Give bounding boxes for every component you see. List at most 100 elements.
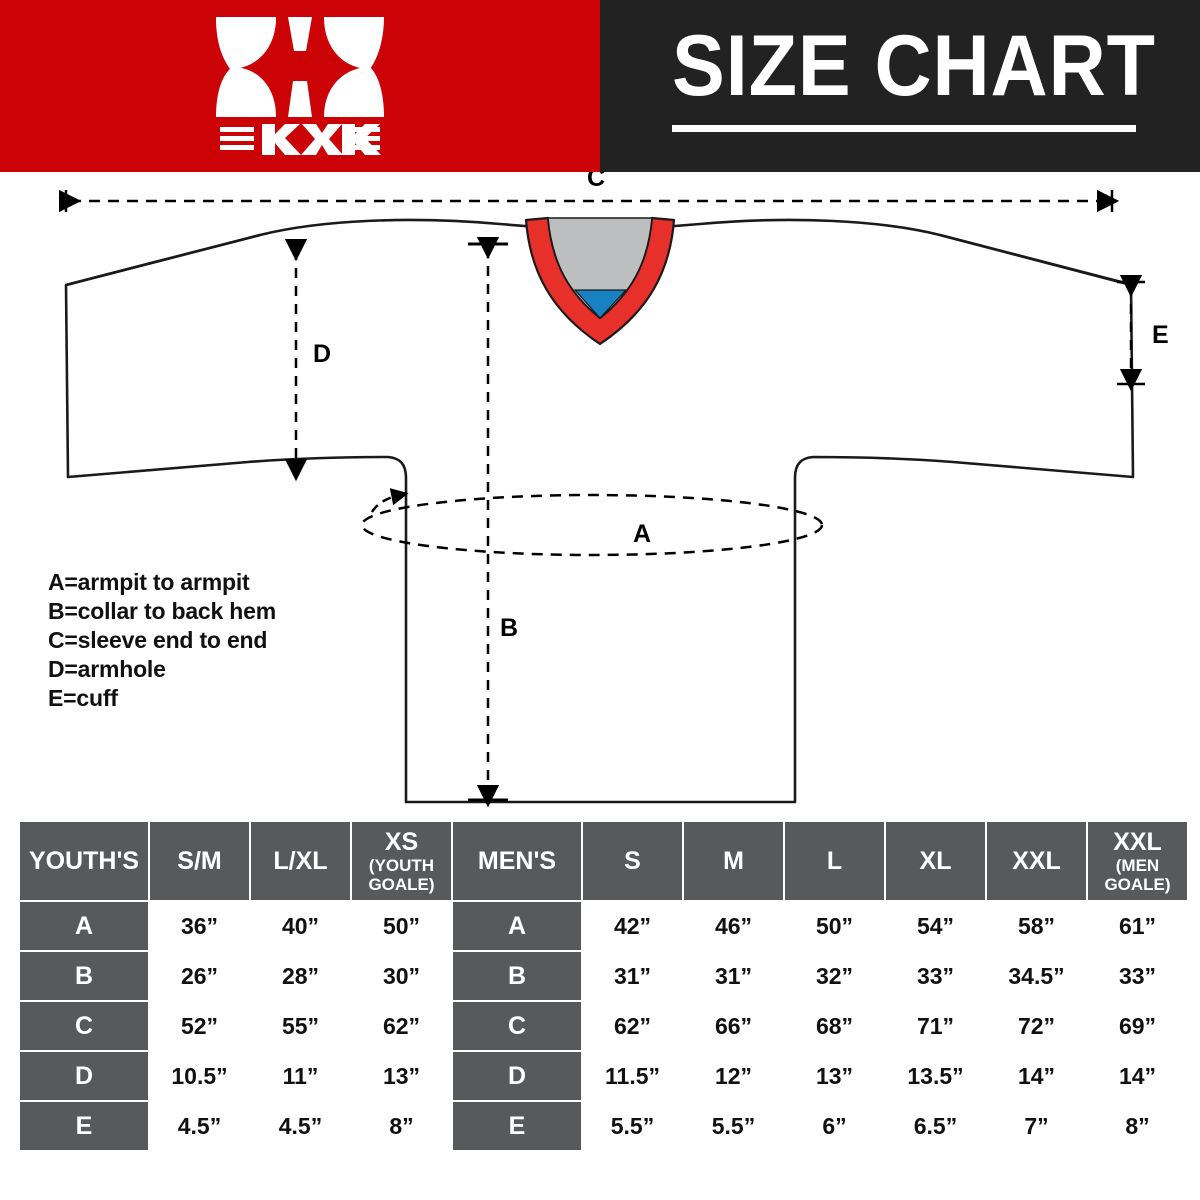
cell-mens-C-5: 69”: [1088, 1002, 1187, 1050]
cell-mens-D-1: 12”: [684, 1052, 783, 1100]
column-header-youth-0: S/M: [150, 822, 249, 900]
cell-youth-A-0: 36”: [150, 902, 249, 950]
cell-mens-C-2: 68”: [785, 1002, 884, 1050]
cell-mens-C-3: 71”: [886, 1002, 985, 1050]
row-label-mens-A: A: [453, 902, 581, 950]
cell-youth-B-2: 30”: [352, 952, 451, 1000]
page-header: SIZE CHART: [0, 0, 1200, 172]
cell-mens-D-3: 13.5”: [886, 1052, 985, 1100]
table-row: D 10.5” 11” 13” D 11.5” 12” 13” 13.5” 14” 14”: [20, 1052, 1187, 1100]
cell-mens-B-0: 31”: [583, 952, 682, 1000]
column-header-youth-goalie-sub: (YOUTH GOALE): [368, 855, 435, 894]
table-row: C 52” 55” 62” C 62” 66” 68” 71” 72” 69”: [20, 1002, 1187, 1050]
cell-youth-E-1: 4.5”: [251, 1102, 350, 1150]
row-label-youth-D: D: [20, 1052, 148, 1100]
cell-youth-B-0: 26”: [150, 952, 249, 1000]
cell-youth-D-0: 10.5”: [150, 1052, 249, 1100]
cell-mens-A-0: 42”: [583, 902, 682, 950]
table-header-row: YOUTH'S S/M L/XL XS (YOUTH GOALE) MEN'S S M L XL X…: [20, 822, 1187, 900]
dimension-b: B: [468, 236, 518, 808]
page-title: SIZE CHART: [672, 18, 1156, 114]
column-header-youth-1: L/XL: [251, 822, 350, 900]
cell-mens-C-0: 62”: [583, 1002, 682, 1050]
legend-item-c: C=sleeve end to end: [48, 627, 268, 653]
title-underline: [672, 125, 1136, 132]
cell-youth-C-1: 55”: [251, 1002, 350, 1050]
column-header-mens: MEN'S: [453, 822, 581, 900]
jersey-diagram-svg: C D B: [58, 164, 1169, 808]
column-header-mens-3: XL: [886, 822, 985, 900]
dimension-label-a: A: [633, 520, 651, 548]
dimension-c: C: [58, 164, 1120, 213]
cell-mens-A-5: 61”: [1088, 902, 1187, 950]
row-label-mens-B: B: [453, 952, 581, 1000]
size-table: YOUTH'S S/M L/XL XS (YOUTH GOALE) MEN'S S M L XL X…: [18, 820, 1189, 1152]
dimension-a: A: [360, 488, 824, 557]
dimension-label-e: E: [1152, 321, 1169, 349]
cell-mens-D-0: 11.5”: [583, 1052, 682, 1100]
cell-youth-D-1: 11”: [251, 1052, 350, 1100]
column-header-mens-goalie: XXL (MEN GOALE): [1088, 822, 1187, 900]
legend-item-d: D=armhole: [48, 656, 166, 682]
table-row: A 36” 40” 50” A 42” 46” 50” 54” 58” 61”: [20, 902, 1187, 950]
cell-mens-E-4: 7”: [987, 1102, 1086, 1150]
cell-mens-A-2: 50”: [785, 902, 884, 950]
row-label-mens-D: D: [453, 1052, 581, 1100]
cell-mens-B-4: 34.5”: [987, 952, 1086, 1000]
cell-mens-B-5: 33”: [1088, 952, 1187, 1000]
cell-mens-B-2: 32”: [785, 952, 884, 1000]
column-header-mens-2: L: [785, 822, 884, 900]
row-label-youth-B: B: [20, 952, 148, 1000]
legend-item-b: B=collar to back hem: [48, 598, 276, 624]
dimension-label-b: B: [500, 614, 518, 642]
dimension-d: D: [284, 238, 331, 482]
column-header-mens-4: XXL: [987, 822, 1086, 900]
dimension-label-c: C: [587, 172, 605, 192]
cell-youth-B-1: 28”: [251, 952, 350, 1000]
cell-mens-E-1: 5.5”: [684, 1102, 783, 1150]
shoulder-seams: [65, 233, 1134, 287]
cell-youth-E-0: 4.5”: [150, 1102, 249, 1150]
dimension-label-d: D: [313, 340, 331, 368]
cell-mens-E-2: 6”: [785, 1102, 884, 1150]
table-row: B 26” 28” 30” B 31” 31” 32” 33” 34.5” 33”: [20, 952, 1187, 1000]
cell-mens-D-5: 14”: [1088, 1052, 1187, 1100]
column-header-mens-goalie-sub: (MEN GOALE): [1104, 855, 1171, 894]
cell-youth-A-1: 40”: [251, 902, 350, 950]
column-header-mens-1: M: [684, 822, 783, 900]
jersey-collar: [524, 216, 676, 346]
jersey-outline: [64, 218, 1135, 804]
cell-mens-E-0: 5.5”: [583, 1102, 682, 1150]
dimension-e: E: [1117, 274, 1169, 392]
row-label-youth-E: E: [20, 1102, 148, 1150]
size-table-container: YOUTH'S S/M L/XL XS (YOUTH GOALE) MEN'S S M L XL X…: [18, 820, 1187, 1152]
cell-youth-C-2: 62”: [352, 1002, 451, 1050]
cell-mens-B-1: 31”: [684, 952, 783, 1000]
cell-mens-C-1: 66”: [684, 1002, 783, 1050]
row-label-mens-C: C: [453, 1002, 581, 1050]
column-header-youth-goalie: XS (YOUTH GOALE): [352, 822, 451, 900]
cell-youth-E-2: 8”: [352, 1102, 451, 1150]
column-header-youths: YOUTH'S: [20, 822, 148, 900]
legend-item-e: E=cuff: [48, 685, 118, 711]
cell-mens-A-4: 58”: [987, 902, 1086, 950]
collar-accent: [573, 289, 628, 319]
cell-mens-C-4: 72”: [987, 1002, 1086, 1050]
legend-item-a: A=armpit to armpit: [48, 569, 250, 595]
cell-youth-C-0: 52”: [150, 1002, 249, 1050]
cell-mens-D-4: 14”: [987, 1052, 1086, 1100]
measurement-legend: A=armpit to armpit B=collar to back hem …: [48, 568, 276, 713]
table-row: E 4.5” 4.5” 8” E 5.5” 5.5” 6” 6.5” 7” 8”: [20, 1102, 1187, 1150]
row-label-mens-E: E: [453, 1102, 581, 1150]
cell-mens-B-3: 33”: [886, 952, 985, 1000]
cell-mens-E-3: 6.5”: [886, 1102, 985, 1150]
kxk-logo-icon: [210, 11, 390, 161]
row-label-youth-C: C: [20, 1002, 148, 1050]
brand-panel: [0, 0, 600, 172]
cell-mens-A-1: 46”: [684, 902, 783, 950]
cell-youth-D-2: 13”: [352, 1052, 451, 1100]
cell-mens-A-3: 54”: [886, 902, 985, 950]
cell-mens-E-5: 8”: [1088, 1102, 1187, 1150]
jersey-diagram: C D B: [0, 164, 1200, 820]
row-label-youth-A: A: [20, 902, 148, 950]
